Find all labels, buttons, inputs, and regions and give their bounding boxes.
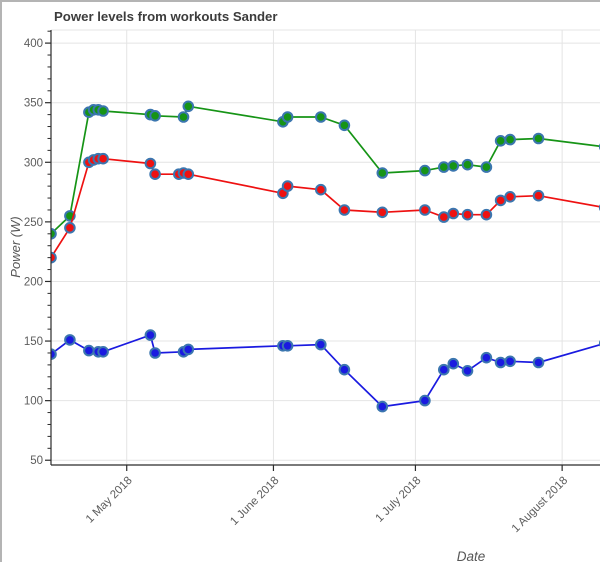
- x-tick-label: 1 May 2018: [84, 475, 135, 526]
- data-point-blue: [480, 351, 493, 364]
- data-point-green: [315, 111, 327, 123]
- data-point-blue: [419, 394, 431, 407]
- x-tick-label: 1 June 2018: [228, 475, 281, 528]
- data-point-green: [281, 111, 294, 123]
- data-point-red: [338, 204, 351, 216]
- data-point-blue: [315, 338, 327, 351]
- data-point-blue: [149, 347, 161, 359]
- y-tick-label: 100: [24, 396, 43, 408]
- series-line-red: [51, 157, 600, 259]
- series-line-green: [51, 105, 600, 235]
- data-point-red: [438, 211, 450, 223]
- data-point-red: [480, 208, 493, 221]
- data-point-green: [376, 167, 389, 179]
- data-point-red: [419, 204, 431, 216]
- data-point-blue: [64, 334, 76, 346]
- data-point-green: [149, 110, 161, 122]
- data-series: [51, 100, 600, 413]
- data-point-blue: [376, 400, 389, 413]
- window-border-top: [0, 0, 600, 2]
- x-axis-label: Date: [457, 549, 486, 564]
- data-point-red: [376, 206, 389, 219]
- data-point-red: [504, 191, 516, 203]
- data-point-blue: [532, 356, 545, 369]
- data-point-blue: [494, 356, 507, 369]
- series-blue: [51, 329, 600, 413]
- y-tick-label: 150: [24, 336, 43, 348]
- y-axis-label: Power (W): [8, 216, 23, 277]
- data-point-red: [64, 222, 76, 234]
- data-point-blue: [338, 363, 351, 376]
- data-point-green: [480, 161, 493, 173]
- data-point-blue: [97, 346, 109, 358]
- data-point-red: [461, 208, 474, 221]
- data-point-red: [532, 189, 545, 202]
- data-point-red: [315, 183, 327, 196]
- data-point-blue: [461, 365, 474, 377]
- data-point-blue: [438, 363, 450, 376]
- y-tick-label: 50: [30, 455, 43, 467]
- x-tick-label: 1 August 2018: [510, 475, 570, 535]
- chart-title: Power levels from workouts Sander: [54, 9, 278, 24]
- y-tick-label: 250: [24, 217, 43, 229]
- x-tick-label: 1 July 2018: [373, 475, 423, 525]
- data-point-red: [182, 168, 195, 180]
- data-point-red: [149, 168, 161, 180]
- data-point-blue: [144, 329, 157, 341]
- window-border-left: [0, 0, 2, 562]
- data-point-green: [504, 133, 516, 146]
- data-point-green: [419, 164, 431, 177]
- data-point-blue: [447, 357, 460, 370]
- series-red: [51, 152, 600, 264]
- data-point-red: [447, 207, 460, 220]
- data-point-green: [447, 160, 460, 172]
- data-point-blue: [182, 343, 195, 356]
- y-tick-label: 200: [24, 276, 43, 288]
- series-green: [51, 100, 600, 240]
- data-point-blue: [281, 340, 294, 352]
- data-point-green: [438, 161, 450, 173]
- data-point-red: [281, 180, 294, 192]
- y-tick-label: 350: [24, 98, 43, 110]
- y-tick-label: 300: [24, 157, 43, 169]
- data-point-green: [461, 158, 474, 171]
- axes: [45, 30, 600, 471]
- y-tick-label: 400: [24, 38, 43, 50]
- data-point-green: [177, 111, 190, 123]
- data-point-red: [97, 152, 109, 165]
- data-point-green: [338, 119, 351, 132]
- data-point-red: [494, 194, 507, 207]
- data-point-red: [144, 157, 157, 170]
- gridlines: [51, 30, 600, 465]
- data-point-blue: [504, 355, 516, 368]
- data-point-green: [494, 135, 507, 147]
- data-point-blue: [83, 344, 95, 357]
- data-point-green: [532, 132, 545, 145]
- data-point-green: [97, 105, 109, 117]
- data-point-green: [182, 100, 195, 113]
